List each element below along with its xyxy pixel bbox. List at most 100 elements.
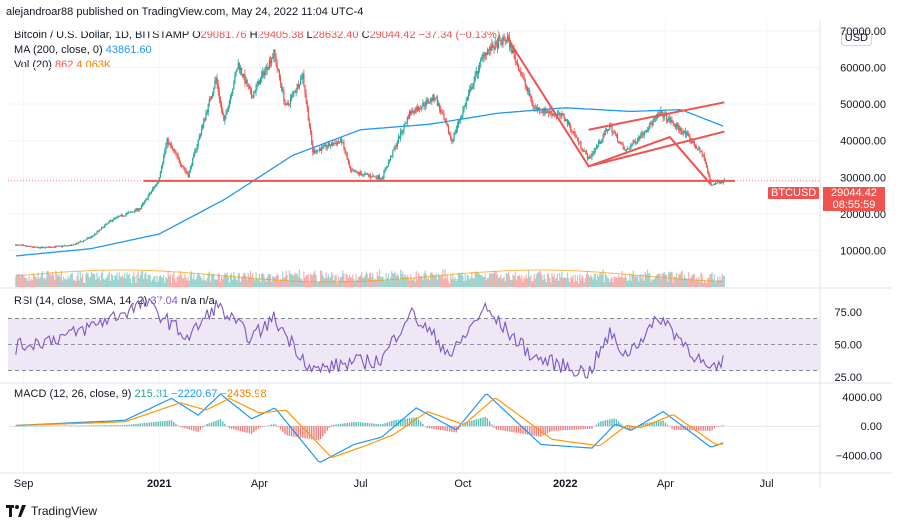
- candle-body: [259, 77, 262, 85]
- volume-bar: [58, 273, 60, 287]
- volume-bar: [235, 278, 237, 287]
- volume-bar: [32, 273, 35, 287]
- macd-histogram-bar: [270, 424, 273, 427]
- macd-histogram-bar: [549, 426, 551, 433]
- volume-bar: [558, 280, 560, 287]
- volume-bar: [483, 277, 485, 287]
- volume-bar: [442, 269, 444, 287]
- volume-bar: [426, 279, 428, 287]
- candle-body: [237, 62, 239, 70]
- volume-bar: [513, 275, 515, 287]
- volume-bar: [404, 274, 406, 287]
- symbol-label[interactable]: Bitcoin / U.S. Dollar, 1D, BITSTAMP: [14, 29, 190, 41]
- macd-histogram-bar: [678, 426, 680, 431]
- volume-bar: [623, 277, 625, 287]
- candle-body: [353, 171, 355, 172]
- volume-bar: [532, 281, 534, 287]
- volume-bar: [249, 270, 252, 287]
- volume-bar: [224, 272, 226, 287]
- candle-body: [574, 134, 576, 136]
- volume-bar: [64, 279, 66, 287]
- candle-body: [27, 246, 29, 247]
- macd-histogram-bar: [97, 425, 99, 427]
- macd-histogram-bar: [235, 426, 237, 431]
- macd-histogram-bar: [68, 425, 70, 427]
- candle-body: [69, 245, 71, 247]
- volume-bar: [40, 274, 42, 287]
- volume-bar: [431, 272, 433, 287]
- candle-body: [383, 171, 385, 178]
- candle-body: [210, 96, 213, 100]
- candle-body: [245, 79, 247, 84]
- candle-body: [129, 211, 131, 213]
- candle-body: [681, 131, 683, 135]
- brand-name[interactable]: TradingView: [31, 504, 98, 518]
- candle-body: [309, 126, 312, 133]
- candle-body: [672, 121, 674, 124]
- volume-bar: [539, 271, 541, 287]
- candle-body: [494, 41, 496, 50]
- rsi-legend[interactable]: RSI (14, close, SMA, 14, 2) 37.04 n/a n/…: [14, 294, 215, 309]
- volume-bar: [373, 279, 375, 287]
- volume-bar: [187, 276, 189, 287]
- volume-bar: [312, 275, 314, 287]
- macd-histogram-bar: [132, 424, 135, 427]
- candle-body: [236, 69, 238, 72]
- candle-body: [150, 191, 153, 194]
- candle-body: [455, 129, 457, 133]
- candle-body: [655, 117, 658, 118]
- candle-body: [361, 173, 363, 176]
- volume-bar: [29, 280, 31, 287]
- candle-body: [397, 137, 400, 143]
- macd-histogram-bar: [52, 425, 55, 427]
- volume-bar: [552, 276, 554, 287]
- volume-bar: [366, 273, 368, 287]
- ma-legend[interactable]: MA (200, close, 0) 43861.60: [14, 43, 500, 58]
- candle-body: [38, 247, 40, 249]
- volume-bar: [306, 274, 308, 287]
- volume-bar: [406, 274, 408, 287]
- candle-body: [590, 156, 592, 158]
- candle-body: [182, 166, 184, 168]
- volume-bar: [514, 271, 516, 287]
- volume-bar: [104, 279, 106, 287]
- volume-bar: [299, 278, 302, 287]
- candle-body: [465, 100, 467, 106]
- volume-bar: [230, 272, 233, 287]
- candle-body: [335, 143, 337, 145]
- high-label: H: [249, 29, 258, 41]
- candle-body: [516, 61, 519, 65]
- volume-bar: [486, 277, 489, 287]
- macd-histogram-bar: [609, 419, 611, 427]
- volume-bar: [309, 274, 312, 287]
- volume-bar: [425, 274, 427, 287]
- author-name[interactable]: alejandroar88: [6, 6, 74, 18]
- volume-bar: [313, 272, 315, 287]
- macd-histogram-bar: [504, 426, 506, 431]
- currency-badge[interactable]: USD: [840, 30, 872, 46]
- candle-body: [570, 126, 572, 132]
- macd-histogram-bar: [500, 426, 502, 431]
- candle-body: [475, 71, 477, 75]
- macd-histogram-bar: [720, 425, 722, 427]
- macd-histogram-bar: [126, 424, 128, 427]
- volume-bar: [114, 275, 116, 287]
- volume-bar: [347, 278, 349, 287]
- volume-bar: [324, 278, 326, 287]
- volume-bar: [158, 276, 160, 287]
- candle-body: [652, 120, 654, 125]
- volume-bar: [565, 277, 567, 287]
- macd-histogram-bar: [168, 420, 170, 427]
- candle-body: [196, 145, 198, 151]
- volume-bar: [531, 281, 533, 287]
- candle-body: [207, 103, 209, 113]
- volume-bar: [24, 277, 26, 287]
- macd-histogram-bar: [159, 421, 162, 427]
- candle-body: [318, 148, 321, 150]
- volume-bar: [150, 281, 153, 287]
- volume-bar: [177, 275, 179, 287]
- candle-body: [202, 124, 204, 130]
- macd-histogram-bar: [402, 419, 404, 427]
- candle-body: [690, 140, 692, 142]
